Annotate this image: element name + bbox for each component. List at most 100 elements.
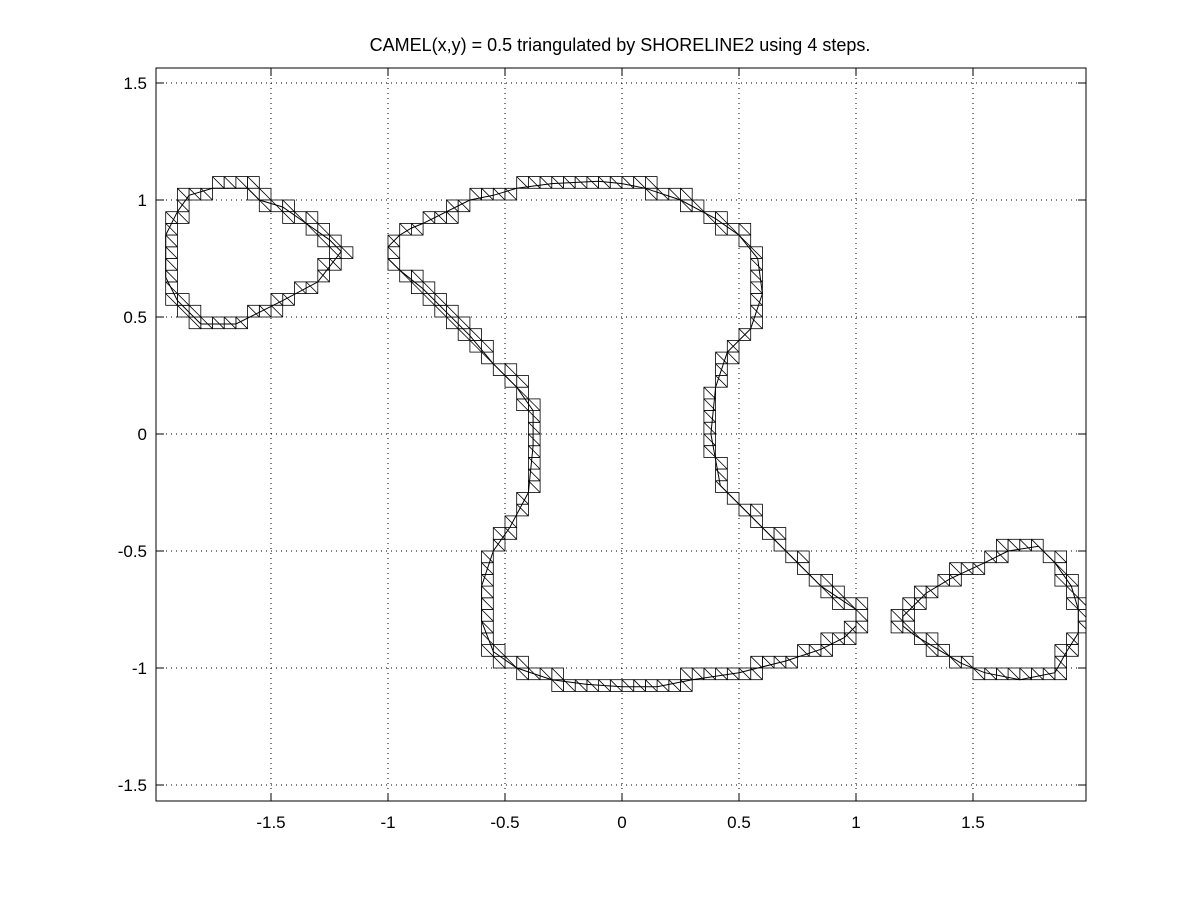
mesh-diagonal <box>715 667 728 680</box>
mesh-diagonal <box>750 656 763 669</box>
mesh-diagonal <box>668 679 681 692</box>
mesh-diagonal <box>949 574 962 587</box>
mesh-diagonal <box>598 176 611 189</box>
mesh-diagonal <box>422 293 436 306</box>
mesh-diagonal <box>832 585 845 599</box>
mesh-diagonal <box>294 281 307 294</box>
y-tick-label: 0 <box>138 425 147 444</box>
mesh-diagonal <box>621 679 634 692</box>
mesh-diagonal <box>457 316 471 329</box>
chart-title: CAMEL(x,y) = 0.5 triangulated by SHORELI… <box>370 35 871 55</box>
mesh-diagonal <box>516 667 529 680</box>
mesh-diagonal <box>165 246 178 259</box>
mesh-diagonal <box>832 597 845 610</box>
mesh-diagonal <box>574 679 588 692</box>
contour-line-1 <box>165 187 342 325</box>
mesh-diagonal <box>516 398 529 411</box>
mesh-diagonal <box>996 539 1009 552</box>
mesh-diagonal <box>890 609 904 622</box>
mesh-diagonal <box>177 305 190 318</box>
mesh-diagonal <box>528 410 541 423</box>
mesh-diagonal <box>411 269 424 283</box>
mesh-diagonal <box>282 293 295 306</box>
mesh-diagonal <box>317 258 330 271</box>
mesh-diagonal <box>493 188 506 201</box>
mesh-diagonal <box>984 550 997 563</box>
mesh-diagonal <box>645 188 658 201</box>
mesh-diagonal <box>1066 644 1079 657</box>
mesh-diagonal <box>200 188 213 201</box>
x-tick-label: 0 <box>617 813 626 832</box>
mesh-diagonal <box>855 620 868 634</box>
mesh-diagonal <box>633 679 646 692</box>
mesh-diagonal <box>282 199 295 212</box>
x-tick-label: -0.5 <box>490 813 519 832</box>
mesh-diagonal <box>890 620 904 634</box>
mesh-diagonal <box>165 269 178 283</box>
mesh-band <box>890 538 1086 681</box>
y-tick-label: -1.5 <box>118 776 147 795</box>
mesh-diagonal <box>668 188 681 201</box>
mesh-diagonal <box>212 316 225 329</box>
mesh-diagonal <box>715 351 728 365</box>
mesh-diagonal <box>177 211 190 224</box>
mesh-diagonal <box>750 246 763 259</box>
mesh-diagonal <box>165 293 178 306</box>
mesh-diagonal <box>727 351 740 365</box>
mesh-diagonal <box>937 574 950 587</box>
mesh-diagonal <box>680 199 693 212</box>
y-tick-label: -1 <box>132 659 147 678</box>
y-tick-label: 1.5 <box>123 74 147 93</box>
mesh-diagonal <box>481 644 494 657</box>
mesh-diagonal <box>434 305 447 318</box>
mesh-diagonal <box>188 305 202 318</box>
mesh-diagonal <box>481 188 494 201</box>
y-tick-label: -0.5 <box>118 542 147 561</box>
mesh-diagonal <box>446 199 459 212</box>
mesh-diagonal <box>750 258 763 271</box>
mesh-diagonal <box>1007 667 1021 680</box>
mesh-diagonal <box>516 656 529 669</box>
mesh-diagonal <box>715 375 728 388</box>
mesh-diagonal <box>820 644 833 657</box>
mesh-diagonal <box>504 527 517 540</box>
mesh-diagonal <box>820 574 833 587</box>
mesh-diagonal <box>902 597 915 610</box>
x-tick-label: 1 <box>851 813 860 832</box>
mesh-diagonal <box>961 562 974 575</box>
mesh-diagonal <box>528 457 541 470</box>
mesh-diagonal <box>1066 574 1079 587</box>
mesh-diagonal <box>1019 539 1032 552</box>
mesh-diagonal <box>773 527 787 540</box>
mesh-diagonal <box>270 305 283 318</box>
mesh-diagonal <box>305 211 319 224</box>
mesh-diagonal <box>808 644 822 657</box>
x-tick-label: -1 <box>380 813 395 832</box>
mesh-diagonal <box>528 176 541 189</box>
x-tick-label: 1.5 <box>961 813 985 832</box>
mesh-diagonal <box>1031 667 1044 680</box>
mesh-diagonal <box>586 679 599 692</box>
mesh-diagonal <box>902 620 915 634</box>
mesh-diagonal <box>481 632 494 645</box>
mesh-diagonal <box>797 550 810 563</box>
mesh-diagonal <box>961 656 974 669</box>
mesh-diagonal <box>516 503 529 517</box>
mesh-diagonal <box>165 223 178 236</box>
mesh-diagonal <box>1066 585 1079 599</box>
mesh-diagonal <box>715 223 728 236</box>
mesh-diagonal <box>762 656 775 669</box>
mesh-diagonal <box>247 305 260 318</box>
mesh-diagonal <box>996 550 1009 563</box>
mesh-diagonal <box>914 597 927 610</box>
mesh-diagonal <box>387 246 400 259</box>
mesh-diagonal <box>504 188 517 201</box>
mesh-diagonal <box>750 667 763 680</box>
mesh-diagonal <box>996 667 1009 680</box>
mesh-diagonal <box>528 480 541 493</box>
mesh-diagonal <box>633 176 646 189</box>
mesh-diagonal <box>925 585 939 599</box>
mesh-diagonal <box>844 632 857 645</box>
mesh-diagonal <box>855 597 868 610</box>
mesh-diagonal <box>317 223 330 236</box>
